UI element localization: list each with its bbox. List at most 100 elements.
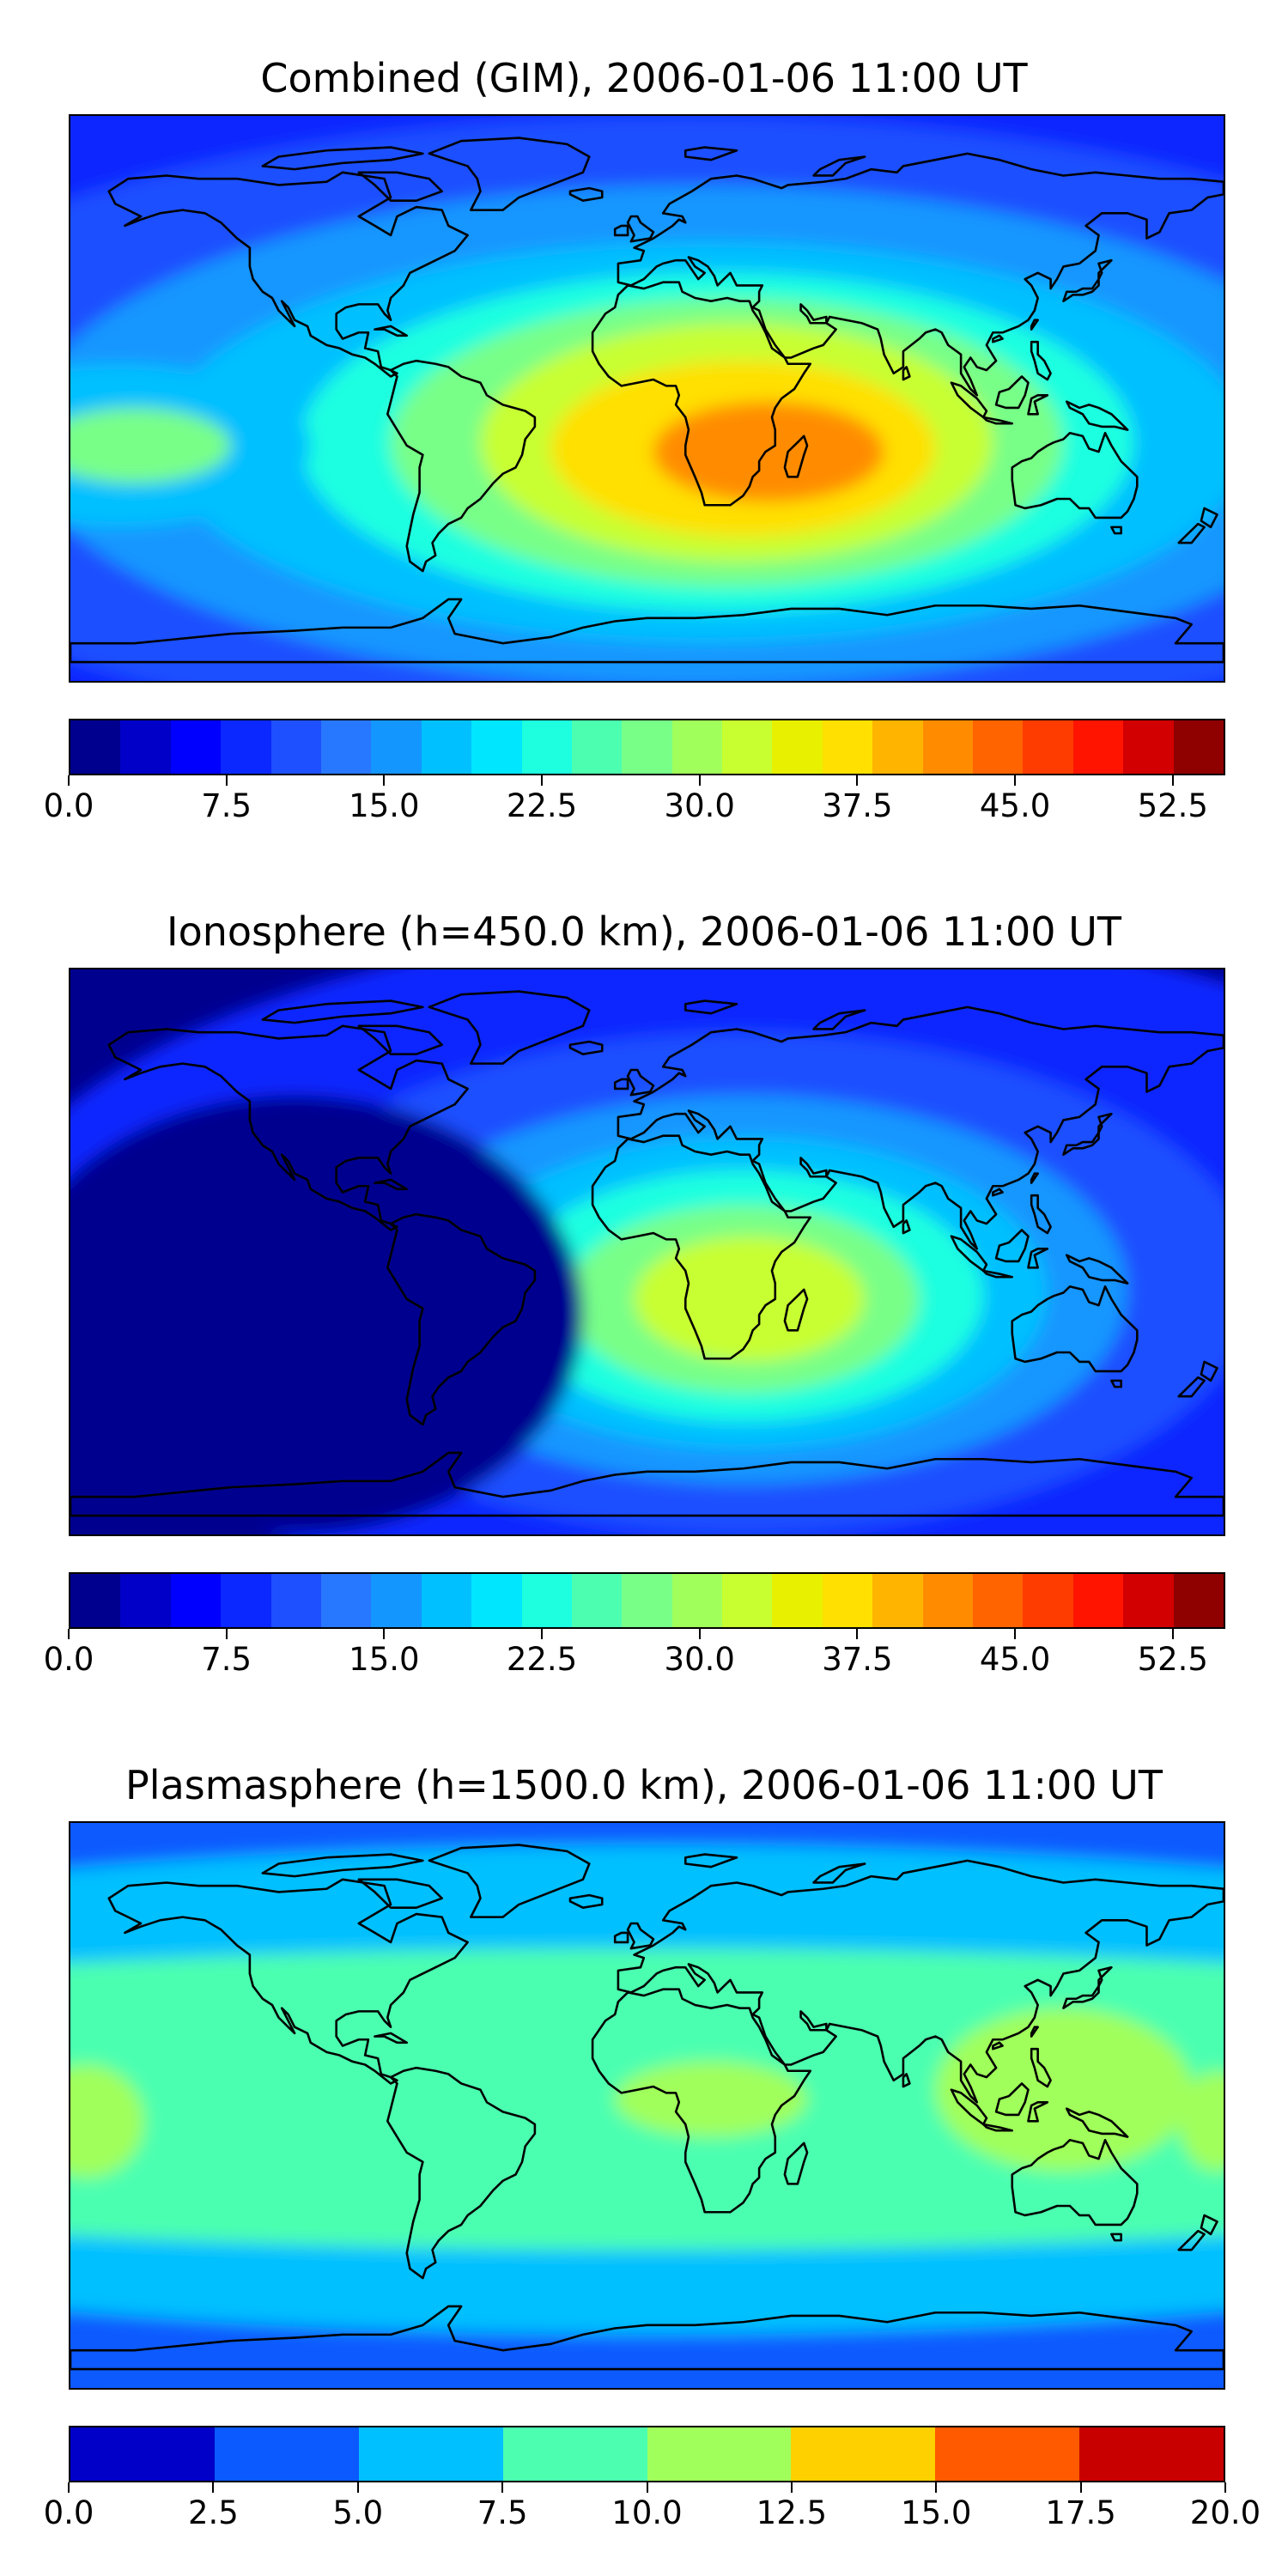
contour-bands [70, 1823, 1224, 2388]
colorbar-swatch [471, 720, 522, 774]
colorbar-swatch [70, 2427, 215, 2481]
band-pacific-west [70, 2064, 144, 2178]
map-svg-plasmasphere [70, 1823, 1224, 2388]
colorbar-swatch [270, 720, 321, 774]
coastline-madagascar [783, 2142, 809, 2185]
colorbar-tick [383, 775, 386, 786]
colorbar-tick [1224, 2482, 1226, 2493]
coastline-new-zealand [1177, 1376, 1206, 1398]
coastline-greenland [428, 1844, 591, 1918]
colorbar-tick [68, 2482, 70, 2493]
colorbar-tick [1079, 2482, 1082, 2493]
coastline-iceland [568, 1040, 604, 1055]
coastline-sumatra [950, 2088, 988, 2126]
colorbar-tick [698, 775, 701, 786]
coastline-madagascar [783, 434, 809, 478]
coastline-svalbard [683, 999, 738, 1015]
colorbar-tick [68, 1629, 70, 1639]
colorbar-swatch [671, 1574, 723, 1627]
map-svg-ionosphere [70, 969, 1224, 1534]
contour-bands [70, 116, 1224, 681]
map-title-ionosphere: Ionosphere (h=450.0 km), 2006-01-06 11:0… [167, 908, 1121, 955]
coastline-ireland [613, 224, 629, 237]
coastlines [70, 990, 1224, 1517]
coastline-philippines [1030, 2047, 1052, 2088]
coastline-africa [591, 1988, 812, 2214]
coastline-new-zealand [1177, 2229, 1206, 2251]
colorbar-tick [646, 2482, 648, 2493]
colorbar-tick-label: 15.0 [349, 787, 420, 824]
coastline-novaya-zemlya [812, 1862, 866, 1884]
coastline-arabia-gulf [799, 1157, 828, 1178]
colorbar-tick-label: 17.5 [1045, 2494, 1116, 2531]
colorbar-ticks-ionosphere: 0.0 7.5 15.0 22.5 30.0 37.5 45.0 52.5 [44, 1629, 1225, 1680]
coastline-iceland [568, 1893, 604, 1909]
colorbar-swatch [214, 2427, 359, 2481]
colorbar-swatch [722, 720, 773, 774]
colorbar-swatch [571, 1574, 623, 1627]
tec-map-combined [69, 114, 1225, 683]
colorbar-swatch [502, 2427, 647, 2481]
coastline-sulawesi [1027, 1248, 1049, 1269]
colorbar-tick-label: 22.5 [506, 787, 578, 824]
coastline-hainan [992, 2041, 1004, 2050]
colorbar-tick [356, 2482, 359, 2493]
colorbar-swatch [320, 720, 372, 774]
colorbar-tick-label: 52.5 [1137, 787, 1208, 824]
coastline-java [981, 2123, 1014, 2132]
colorbar-swatch [571, 720, 623, 774]
colorbar-swatch [772, 720, 823, 774]
coastline-novaya-zemlya [812, 1009, 866, 1030]
colorbar-tick [1014, 775, 1017, 786]
colorbar-tick-label: 45.0 [979, 787, 1051, 824]
coastline-australia [1011, 431, 1139, 519]
colorbar-swatch [270, 1574, 321, 1627]
colorbar-tick-label: 22.5 [506, 1641, 578, 1678]
colorbar-swatch [1123, 720, 1174, 774]
colorbar-tick [1014, 1629, 1017, 1639]
colorbar-swatch [647, 2427, 792, 2481]
colorbar-tick-label: 2.5 [187, 2494, 239, 2531]
coastline-uk [626, 1068, 655, 1097]
band-dark-pacific [70, 1095, 583, 1534]
colorbar-tick [790, 2482, 793, 2493]
colorbar-swatch [622, 720, 672, 774]
colorbar-tick [856, 775, 859, 786]
coastline-arctic-islands [261, 999, 424, 1024]
band-9 [653, 401, 884, 502]
coastline-madagascar [783, 1288, 809, 1332]
coastline-australia [1011, 2138, 1139, 2227]
colorbar-tick-label: 52.5 [1137, 1641, 1208, 1678]
coastline-antarctica [70, 1451, 1224, 1517]
coastline-java [981, 1269, 1014, 1279]
coastline-north-america [107, 1878, 469, 2085]
map-title-combined: Combined (GIM), 2006-01-06 11:00 UT [260, 55, 1028, 101]
coastline-sri-lanka [902, 2073, 911, 2088]
coastline-philippines [1030, 340, 1052, 381]
colorbar-swatch [1173, 1574, 1224, 1627]
coastline-africa [591, 281, 812, 507]
coastline-europe-asia [617, 152, 1224, 397]
colorbar-tick [935, 2482, 938, 2493]
coastline-iceland [568, 186, 604, 202]
colorbar-tick [225, 775, 228, 786]
map-svg-combined [70, 116, 1224, 681]
coastline-cuba [374, 2032, 409, 2044]
colorbar-swatch [722, 1574, 773, 1627]
colorbar-swatch [221, 1574, 271, 1627]
coastline-hainan [992, 334, 1004, 343]
coastline-borneo [994, 1229, 1030, 1263]
coastline-antarctica [70, 2305, 1224, 2371]
band-pacific-east [1178, 2070, 1224, 2172]
band-7 [634, 1236, 866, 1363]
colorbar-swatch [70, 1574, 121, 1627]
colorbar-swatch [120, 720, 171, 774]
colorbar-swatch [922, 720, 974, 774]
colorbar-tick-label: 15.0 [349, 1641, 420, 1678]
colorbar-swatch [320, 1574, 372, 1627]
band-africa [615, 2061, 808, 2137]
coastline-novaya-zemlya [812, 155, 866, 177]
colorbar-ionosphere [69, 1572, 1225, 1629]
colorbar-swatch [1023, 1574, 1073, 1627]
colorbar-swatch [772, 1574, 823, 1627]
